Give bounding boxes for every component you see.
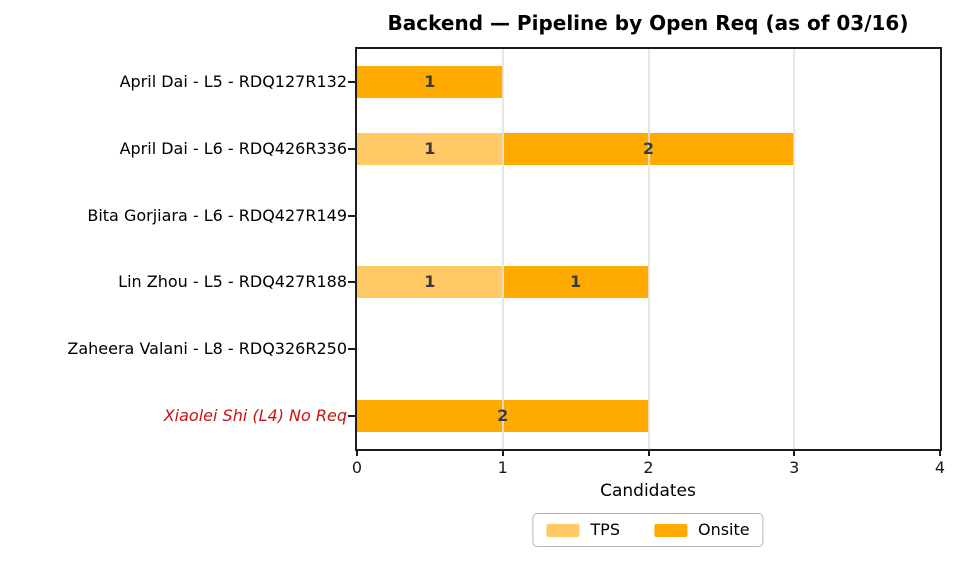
x-axis-tick-label: 3 xyxy=(789,458,800,477)
x-axis-tick-label: 4 xyxy=(934,458,946,477)
bar-value-label: 1 xyxy=(424,272,436,292)
y-axis-label: April Dai - L5 - RDQ127R132 xyxy=(119,72,347,92)
x-axis-tick xyxy=(793,449,796,456)
y-axis-label: Zaheera Valani - L8 - RDQ326R250 xyxy=(67,339,347,358)
x-axis-tick-label: 0 xyxy=(351,458,363,477)
legend-item: Onsite xyxy=(653,520,750,539)
bar-segment-tps xyxy=(357,133,503,165)
legend-label: Onsite xyxy=(697,520,750,539)
legend-swatch-tps xyxy=(546,523,580,537)
bar-segment-onsite xyxy=(357,66,503,99)
gridline xyxy=(647,49,650,449)
bar-value-label: 2 xyxy=(642,139,655,158)
y-axis-label: Lin Zhou - L5 - RDQ427R188 xyxy=(118,272,347,292)
gridline xyxy=(793,49,796,449)
gridline xyxy=(501,49,504,449)
y-axis-label: Xiaolei Shi (L4) No Req xyxy=(163,405,347,425)
legend: TPS Onsite xyxy=(532,513,764,547)
x-axis-tick-label: 2 xyxy=(643,458,654,477)
x-axis-tick-label: 1 xyxy=(497,458,508,477)
chart-title: Backend — Pipeline by Open Req (as of 03… xyxy=(387,11,909,35)
legend-item: TPS xyxy=(546,521,620,539)
y-axis-tick xyxy=(348,214,355,217)
bar-segment-tps xyxy=(357,266,503,299)
x-axis-tick xyxy=(647,449,650,456)
x-axis-tick xyxy=(939,449,941,456)
y-axis-tick xyxy=(348,414,355,417)
bar-value-label: 1 xyxy=(424,72,436,92)
y-axis-label: April Dai - L6 - RDQ426R336 xyxy=(119,139,347,158)
bar-value-label: 2 xyxy=(497,405,509,425)
legend-swatch-onsite xyxy=(653,523,687,537)
x-axis-tick xyxy=(501,449,504,456)
y-axis-tick xyxy=(348,81,355,84)
legend-label: TPS xyxy=(590,520,620,539)
y-axis-tick xyxy=(348,148,355,150)
x-axis-tick xyxy=(356,449,358,456)
plot-area: 1 1 2 1 1 2 xyxy=(357,49,940,449)
bar-segment-onsite xyxy=(502,266,649,299)
y-axis-label: Bita Gorjiara - L6 - RDQ427R149 xyxy=(87,205,347,225)
y-axis-tick xyxy=(348,348,355,350)
y-axis-tick xyxy=(348,281,355,284)
bar-value-label: 1 xyxy=(570,272,582,292)
x-axis-title: Candidates xyxy=(600,481,696,501)
bar-value-label: 1 xyxy=(424,139,436,158)
